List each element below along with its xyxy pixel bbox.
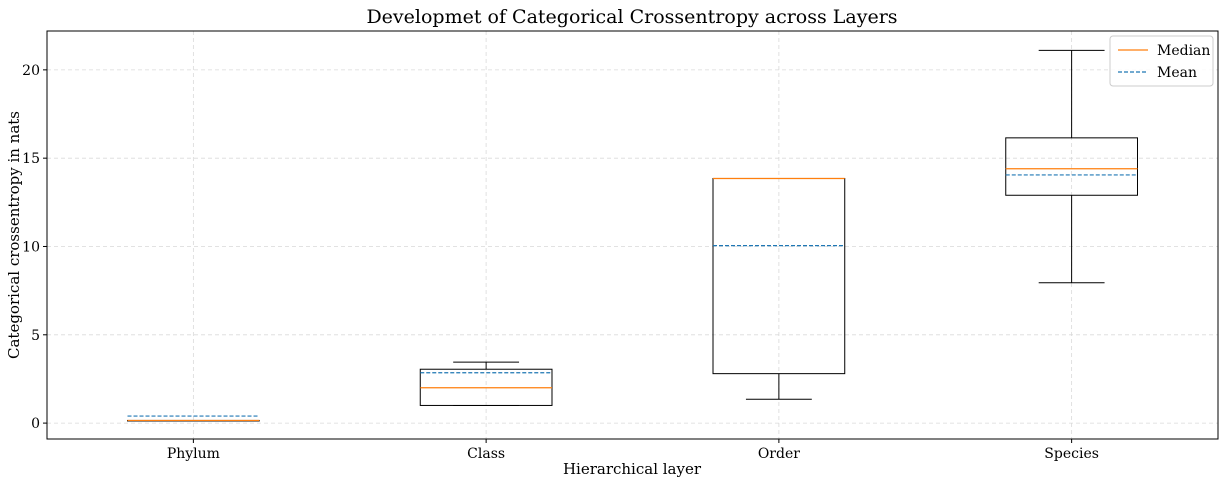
y-tick-label: 15 [22, 151, 40, 167]
x-tick-label: Order [758, 446, 800, 462]
x-axis-ticks: Phylum Class Order Species [167, 439, 1099, 462]
x-tick-label: Phylum [167, 446, 220, 462]
x-axis-label: Hierarchical layer [563, 460, 702, 478]
iqr-box [1005, 137, 1138, 196]
box-series [127, 49, 1138, 422]
y-tick-label: 0 [31, 416, 40, 432]
box-class [419, 361, 553, 406]
box-phylum [127, 415, 260, 422]
x-tick-label: Species [1044, 446, 1099, 462]
grid-lines [47, 31, 1218, 439]
legend-frame [1109, 35, 1214, 87]
chart-title: Developmet of Categorical Crossentropy a… [366, 6, 897, 28]
x-tick-label: Class [467, 446, 505, 462]
y-tick-label: 5 [31, 328, 40, 344]
legend-label-mean: Mean [1157, 65, 1197, 81]
plot-area-frame [46, 30, 1219, 440]
y-axis-label: Categorical crossentropy in nats [5, 111, 23, 359]
legend: Median Mean [1109, 35, 1214, 87]
legend-label-median: Median [1157, 43, 1210, 59]
box-species [1005, 49, 1138, 284]
box-order [712, 177, 846, 400]
y-tick-label: 20 [22, 63, 40, 79]
y-tick-label: 10 [22, 239, 40, 255]
y-axis-ticks: 0 5 10 15 20 [22, 63, 47, 432]
